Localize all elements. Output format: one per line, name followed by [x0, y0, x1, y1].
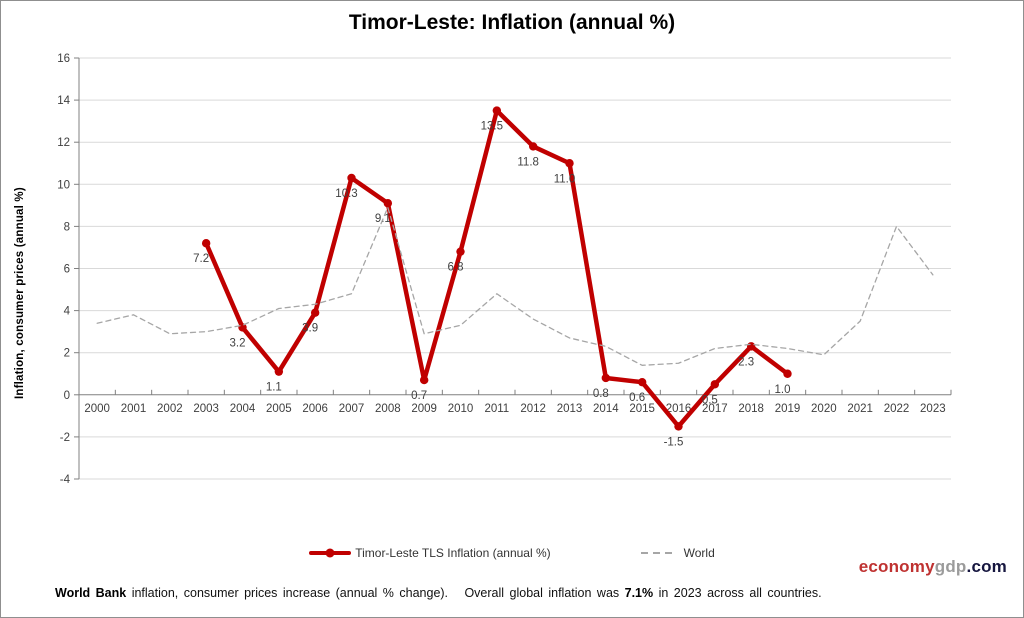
legend-item-timor-leste: Timor-Leste TLS Inflation (annual %): [309, 546, 551, 560]
x-tick-label: 2018: [738, 403, 764, 415]
data-point-2010: [456, 247, 465, 256]
chart-title: Timor-Leste: Inflation (annual %): [348, 11, 676, 34]
x-tick-label: 2002: [157, 403, 183, 415]
x-tick-label: 2011: [484, 403, 509, 415]
x-tick-label: 2003: [193, 403, 219, 415]
data-label-2004: 3.2: [230, 337, 246, 349]
data-point-2005: [274, 367, 284, 376]
x-tick-label: 2014: [593, 403, 619, 415]
data-point-2013: [565, 159, 574, 168]
x-tick-label: 2013: [557, 403, 583, 415]
logo-part-com: .com: [966, 557, 1007, 576]
data-point-2009: [419, 375, 429, 385]
data-point-2019: [783, 369, 792, 378]
world-line: [96, 206, 934, 366]
data-point-2012: [528, 142, 538, 151]
x-tick-label: 2012: [520, 403, 546, 415]
x-tick-label: 2020: [811, 403, 837, 415]
dashed-line-icon: [640, 552, 677, 554]
data-point-2016: [674, 422, 683, 431]
data-label-2009: 0.7: [411, 390, 427, 402]
x-tick-label: 2015: [629, 403, 655, 415]
footnote-bold-source: World Bank: [55, 586, 127, 600]
y-tick-label: 14: [57, 95, 70, 107]
y-tick-label: 12: [57, 137, 70, 149]
x-tick-label: 2006: [302, 403, 328, 415]
source-footnote: World Bank inflation, consumer prices in…: [55, 586, 822, 600]
legend-item-world: World: [640, 546, 715, 560]
x-tick-label: 2007: [339, 403, 365, 415]
x-tick-label: 2016: [666, 403, 692, 415]
data-label-2012: 11.8: [517, 156, 539, 168]
y-tick-label: 4: [64, 306, 71, 318]
data-point-2011: [492, 106, 502, 115]
y-tick-label: 6: [64, 264, 70, 276]
y-tick-label: 2: [64, 348, 70, 360]
data-point-2015: [637, 377, 647, 387]
data-point-2014: [601, 373, 611, 383]
x-tick-label: 2019: [775, 403, 801, 415]
data-point-2008: [383, 199, 393, 208]
data-label-2015: 0.6: [629, 392, 645, 404]
legend-label: Timor-Leste TLS Inflation (annual %): [355, 546, 551, 560]
data-point-2007: [347, 173, 356, 183]
data-label-2005: 1.1: [266, 382, 282, 394]
x-tick-label: 2000: [84, 403, 110, 415]
footnote-bold-value: 7.1%: [624, 586, 654, 600]
red-line-marker-icon: [309, 548, 352, 558]
y-tick-label: -2: [60, 432, 70, 444]
y-tick-label: 10: [57, 179, 70, 191]
data-label-2016: -1.5: [664, 436, 684, 448]
y-tick-label: 16: [57, 53, 70, 65]
y-tick-label: 0: [64, 390, 70, 402]
data-point-2017: [710, 380, 720, 389]
data-label-2019: 1.0: [775, 384, 791, 396]
x-tick-label: 2023: [920, 403, 946, 415]
data-point-2003: [201, 239, 211, 248]
logo-part-economy: economy: [858, 557, 935, 576]
x-tick-label: 2022: [884, 403, 910, 415]
data-point-2018: [746, 342, 756, 351]
data-label-2014: 0.8: [593, 388, 609, 400]
data-label-2007: 10.3: [335, 188, 357, 200]
legend-label: World: [683, 546, 715, 560]
x-tick-label: 2004: [230, 403, 256, 415]
economygdp-logo[interactable]: economygdp.com: [859, 557, 1007, 577]
y-tick-label: -4: [60, 474, 71, 486]
data-label-2017: 0.5: [702, 394, 718, 406]
x-tick-label: 2021: [847, 403, 873, 415]
data-label-2013: 11.0: [554, 173, 576, 185]
data-label-2018: 2.3: [738, 356, 754, 368]
data-point-2006: [310, 308, 320, 317]
data-label-2006: 3.9: [302, 323, 318, 335]
data-label-2003: 7.2: [193, 253, 209, 265]
x-tick-label: 2008: [375, 403, 401, 415]
data-label-2011: 13.5: [481, 121, 503, 133]
data-label-2010: 6.8: [448, 262, 464, 274]
x-tick-label: 2009: [411, 403, 437, 415]
y-tick-label: 8: [64, 221, 70, 233]
x-tick-label: 2017: [702, 403, 728, 415]
chart-legend: Timor-Leste TLS Inflation (annual %) Wor…: [1, 546, 1023, 560]
logo-part-gdp: gdp: [934, 557, 967, 576]
x-tick-label: 2001: [121, 403, 147, 415]
x-tick-label: 2010: [448, 403, 474, 415]
x-tick-label: 2005: [266, 403, 292, 415]
